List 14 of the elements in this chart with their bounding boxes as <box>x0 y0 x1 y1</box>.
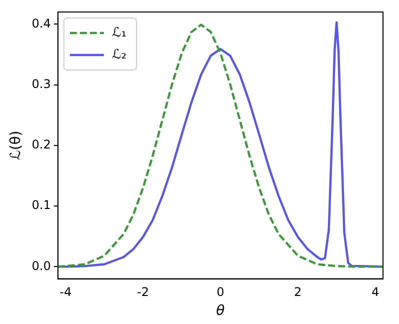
x-axis-title: θ <box>216 303 226 320</box>
x-tick-label: 2 <box>294 285 302 300</box>
y-tick-label: 0.4 <box>32 16 51 30</box>
y-tick-label: 0.2 <box>32 138 51 152</box>
legend-label: ℒ₂ <box>112 47 126 62</box>
x-tick-label: 4 <box>371 285 380 300</box>
y-axis-title: ℒ(θ) <box>8 130 24 160</box>
y-tick-label: 0.0 <box>32 258 51 273</box>
x-tick-label: 0 <box>216 285 224 300</box>
legend-label: ℒ₁ <box>112 25 126 40</box>
y-tick-label: 0.1 <box>32 198 51 212</box>
x-tick-label: -4 <box>60 285 72 300</box>
x-tick-label: -2 <box>137 285 150 300</box>
y-tick-label: 0.3 <box>32 76 51 91</box>
